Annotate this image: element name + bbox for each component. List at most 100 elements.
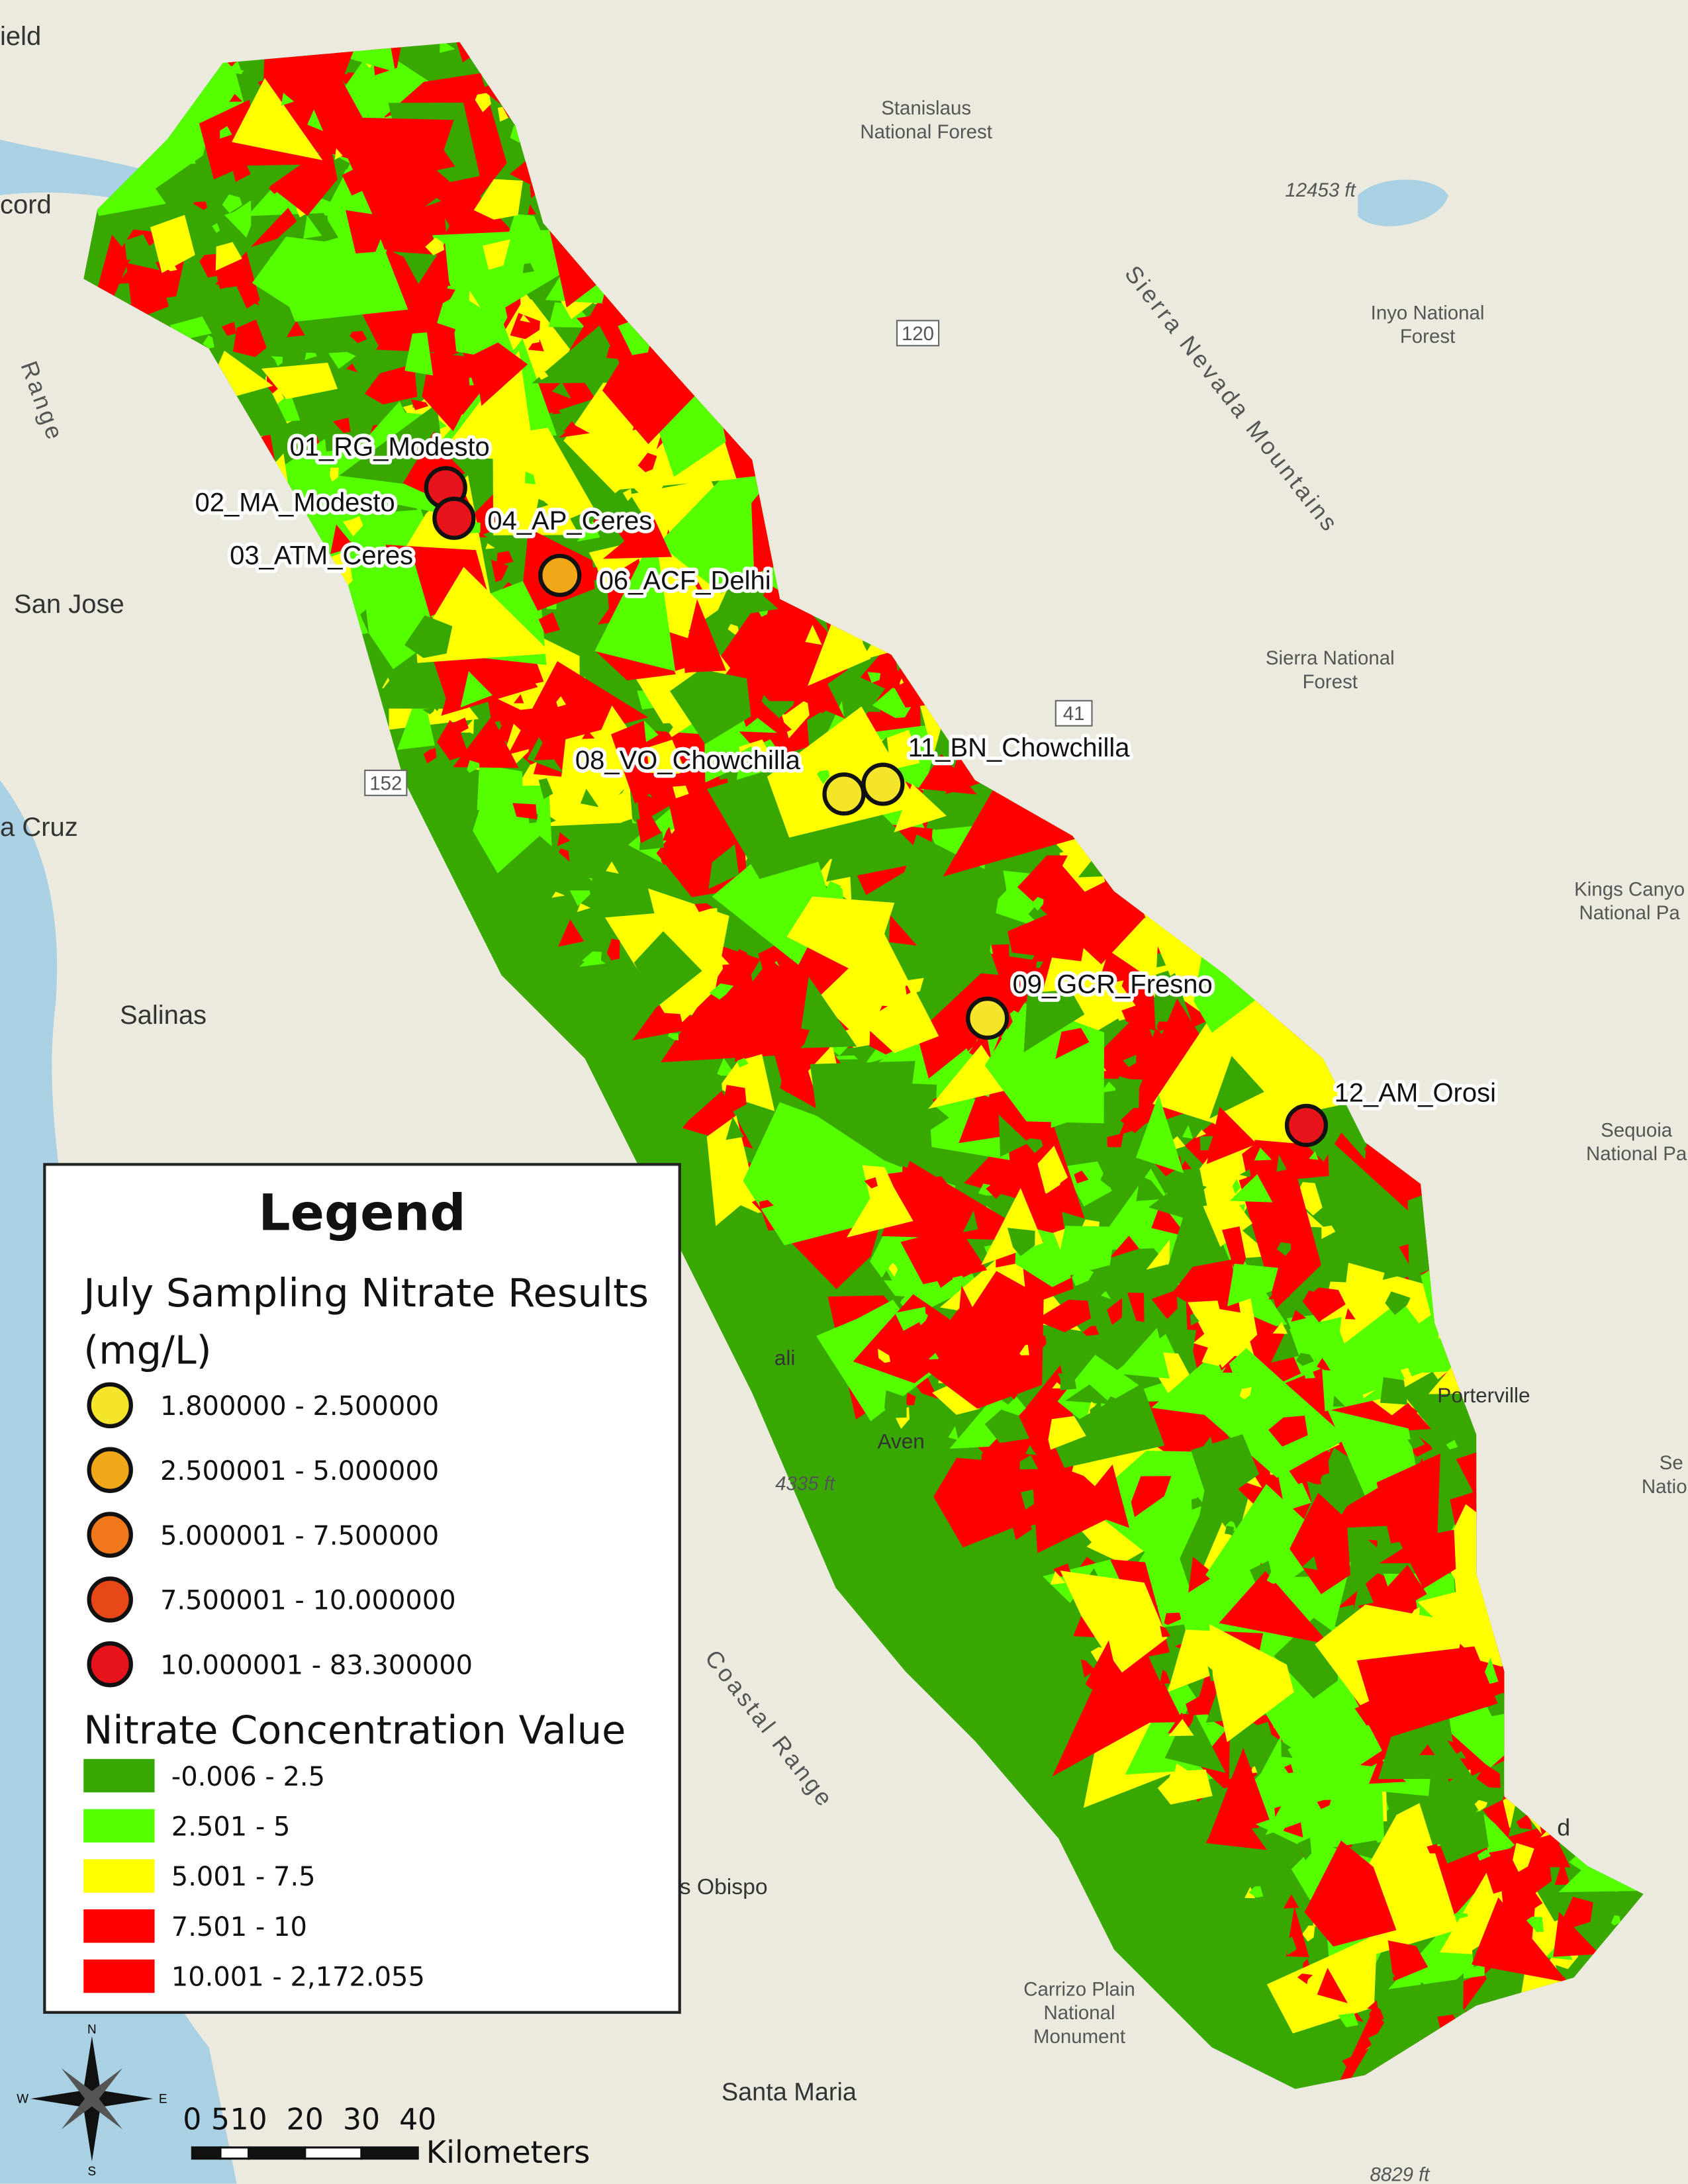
zone (491, 559, 509, 582)
zone (570, 602, 579, 614)
zone (496, 708, 517, 726)
zone (1399, 1529, 1456, 1589)
zone (1319, 1733, 1329, 1744)
compass-star (83, 2099, 101, 2161)
zone (512, 803, 538, 820)
zone (1062, 1161, 1112, 1206)
site-markers (424, 466, 1329, 1148)
zone (199, 99, 256, 180)
zone (271, 356, 283, 367)
zone (1182, 1124, 1194, 1139)
zone (727, 754, 739, 767)
shield (1055, 700, 1093, 727)
scale-tick: 20 (287, 2103, 324, 2136)
elevation: 12453 ft (1285, 179, 1356, 201)
zone (1100, 1291, 1111, 1300)
zone (303, 215, 322, 239)
zone (552, 402, 561, 414)
zone (884, 1390, 907, 1418)
zone (881, 1161, 1044, 1242)
zone (950, 768, 973, 788)
zone (425, 238, 445, 255)
zone (1164, 1704, 1226, 1773)
zone (1151, 1289, 1178, 1320)
zone (1074, 1170, 1089, 1184)
zone (1057, 1373, 1077, 1390)
zone (571, 750, 599, 772)
zone (193, 201, 208, 210)
zone (613, 984, 637, 1035)
city: cord (0, 190, 52, 219)
zone (1415, 1973, 1464, 2015)
zone (637, 453, 657, 473)
zone (528, 332, 541, 344)
zone (986, 1174, 1008, 1199)
zone (1019, 1344, 1029, 1355)
site-marker (822, 772, 866, 816)
zone (1188, 1347, 1348, 1479)
zone (342, 516, 363, 537)
zone (726, 1116, 744, 1140)
compass-label: E (159, 2092, 167, 2106)
zone (475, 92, 491, 113)
zone (1376, 1453, 1440, 1544)
city: ali (774, 1345, 796, 1369)
zone (1509, 1889, 1543, 1916)
zone (606, 861, 619, 874)
zone (455, 359, 481, 379)
zone (798, 976, 857, 1048)
zone (1232, 1179, 1241, 1195)
zone (281, 93, 295, 106)
zone (1168, 1719, 1194, 1737)
city: San Jose (14, 590, 124, 619)
zone (410, 399, 429, 410)
zone (328, 351, 356, 369)
compass-label: N (87, 2023, 97, 2036)
zone (1348, 1557, 1372, 1576)
zone (395, 578, 408, 589)
zone (767, 596, 845, 719)
zone (551, 891, 565, 898)
zone (673, 786, 689, 799)
area-label: Kings Canyo National Pa (1574, 878, 1685, 924)
zone (708, 844, 739, 889)
site-label: 12_AM_Orosi (1335, 1079, 1496, 1108)
zone (403, 130, 455, 177)
zone (1304, 1366, 1315, 1379)
zone (1317, 1968, 1348, 2003)
zone (1127, 1682, 1184, 1723)
zone (1191, 1497, 1205, 1510)
zone (888, 1263, 898, 1277)
lake (1358, 179, 1449, 226)
zone (674, 668, 685, 680)
zone (305, 352, 317, 360)
zone (1317, 1799, 1331, 1809)
site-label: 04_AP_Ceres (487, 506, 652, 535)
zone (661, 851, 675, 866)
zone (1564, 1896, 1593, 1928)
zone (345, 210, 390, 253)
road-label: 120 (902, 323, 934, 345)
zone (864, 1177, 878, 1189)
zone (1115, 1150, 1127, 1160)
zone (810, 1061, 915, 1167)
zone (1157, 1769, 1213, 1805)
scale-segment (304, 2146, 363, 2160)
zone (404, 332, 434, 376)
zone (1387, 1940, 1429, 1981)
zone (355, 373, 366, 384)
city: Santa Maria (722, 2078, 857, 2106)
zone (473, 179, 524, 220)
zone (1297, 1837, 1312, 1860)
zone (943, 788, 1092, 877)
zone (1031, 897, 1044, 911)
zone (904, 978, 924, 995)
zone (816, 770, 830, 784)
zone (782, 1024, 810, 1058)
legend-symbol (87, 1382, 133, 1429)
zone (1367, 2000, 1379, 2011)
zone (467, 760, 480, 773)
zone (1206, 1107, 1257, 1164)
zone (485, 543, 495, 549)
zone (344, 373, 358, 386)
